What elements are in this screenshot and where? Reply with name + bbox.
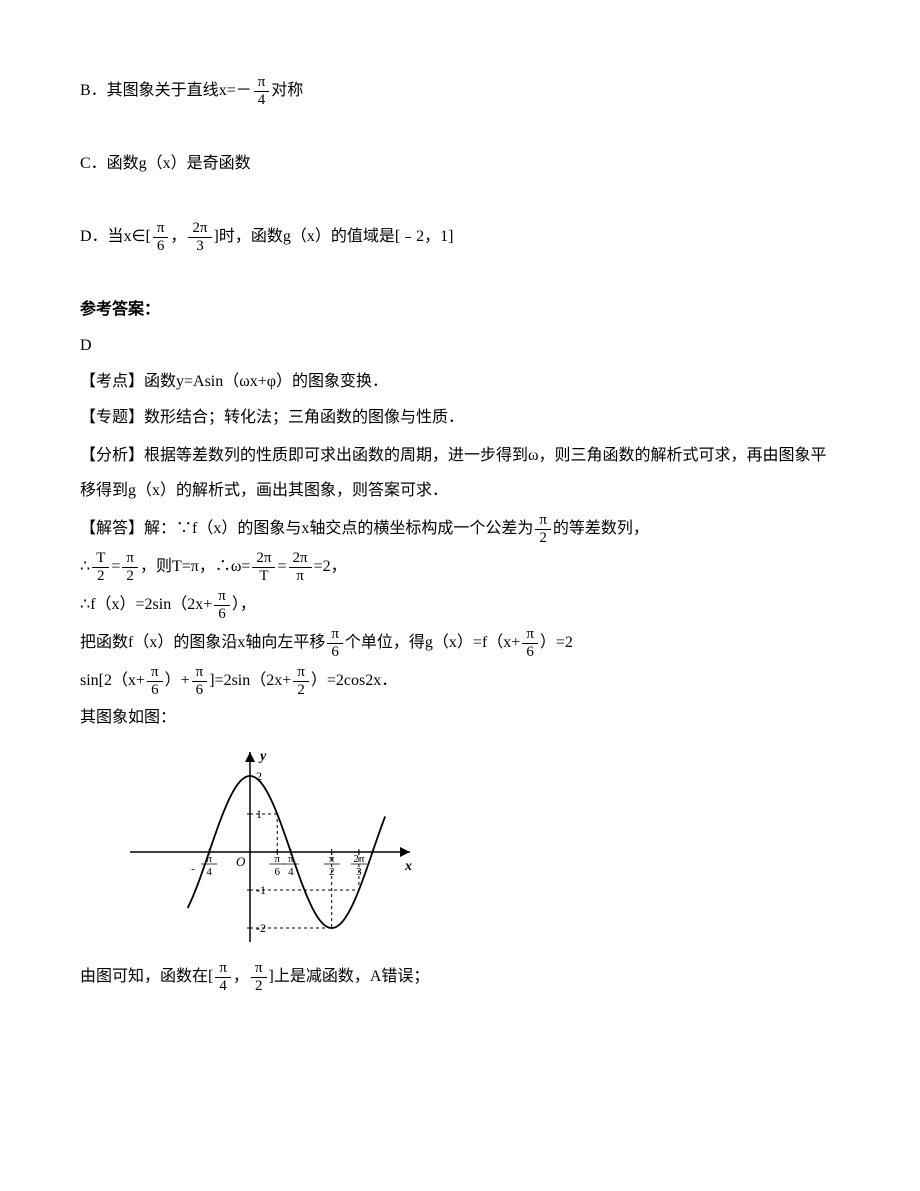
conclusion-line: 由图可知，函数在[ π 4 ， π 2 ]上是减函数，A错误； [80,960,840,994]
svg-text:4: 4 [206,866,212,878]
option-c: C．函数g（x）是奇函数 [80,148,840,180]
topic-line: 【考点】函数y=Asin（ωx+φ）的图象变换． [80,366,840,398]
solution-line-4: 把函数f（x）的图象沿x轴向左平移 π 6 个单位，得g（x）=f（x+ π 6… [80,626,840,660]
fraction: π 4 [254,74,270,108]
text: 对称 [271,75,303,107]
svg-text:-: - [191,863,195,875]
svg-text:y: y [258,749,267,764]
subject-line: 【专题】数形结合；转化法；三角函数的图像与性质． [80,402,840,434]
svg-text:4: 4 [288,866,294,878]
answer-letter: D [80,330,840,362]
svg-text:O: O [236,854,246,869]
answer-heading: 参考答案： [80,294,840,326]
svg-text:π: π [274,853,280,865]
solution-line-3: ∴ f（x）=2sin（2x+ π 6 ）， [80,588,840,622]
option-b: B．其图象关于直线 x=－ π 4 对称 [80,74,840,108]
solution-line-5: sin[2（x+ π 6 ）+ π 6 ]=2sin（2x+ π 2 ）=2co… [80,664,840,698]
graph-caption: 其图象如图： [80,702,840,734]
text: B．其图象关于直线 [80,75,219,107]
solution-line-2: ∴ T 2 = π 2 ，则T=π，∴ω= 2π T = 2π π =2， [80,550,840,584]
svg-text:x: x [404,859,412,874]
inline-math: x=－ π 4 [219,74,272,108]
inline-math: x∈[ π 6 ， 2π 3 ] [124,220,219,254]
svg-text:6: 6 [274,866,280,878]
analysis-line: 【分析】根据等差数列的性质即可求出函数的周期，进一步得到ω，则三角函数的解析式可… [80,438,840,508]
option-d: D．当 x∈[ π 6 ， 2π 3 ] 时，函数g（x）的值域是[﹣2，1] [80,220,840,254]
cosine-graph: yxO21-1-2-π4π6π4π22π3 [120,742,420,952]
solution-line-1: 【解答】解：∵f（x）的图象与x轴交点的横坐标构成一个公差为 π 2 的等差数列… [80,512,840,546]
